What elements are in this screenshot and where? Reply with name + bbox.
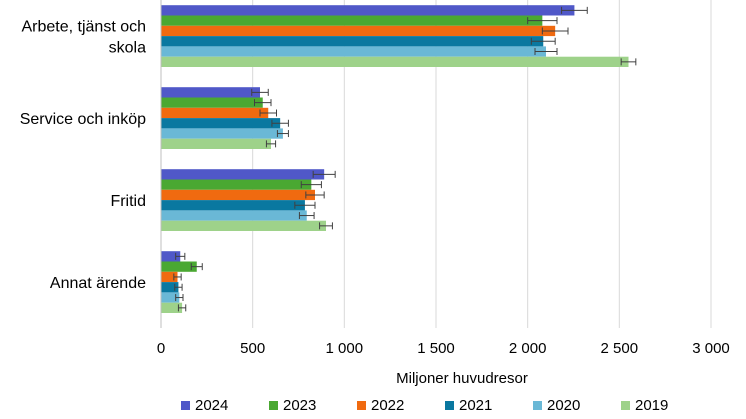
legend-swatch-2023: [269, 401, 278, 410]
bar-2020-cat-2: [161, 210, 307, 221]
category-label-1-line-0: Service och inköp: [20, 111, 146, 128]
legend-label-2022: 2022: [371, 397, 404, 414]
legend-swatch-2024: [181, 401, 190, 410]
bar-2020-cat-0: [161, 46, 546, 57]
category-label-2-line-0: Fritid: [110, 193, 146, 210]
legend: 2024 2023 2022 2021 2020 2019: [181, 397, 668, 414]
bar-2020-cat-3: [161, 292, 180, 303]
bar-2024-cat-3: [161, 251, 181, 262]
bar-2019-cat-0: [161, 56, 629, 67]
bar-2024-cat-0: [161, 5, 575, 16]
bar-2022-cat-1: [161, 107, 269, 119]
bar-2021-cat-3: [161, 282, 179, 293]
legend-swatch-2019: [621, 401, 630, 410]
bar-2022-cat-0: [161, 25, 556, 37]
legend-label-2021: 2021: [459, 397, 492, 414]
x-tick-label-3: 1 500: [417, 340, 455, 357]
legend-label-2020: 2020: [547, 397, 580, 414]
x-tick-label-6: 3 000: [692, 340, 730, 357]
bar-2023-cat-2: [161, 179, 312, 190]
bar-2021-cat-2: [161, 200, 305, 211]
x-tick-label-2: 1 000: [326, 340, 364, 357]
bar-2019-cat-3: [161, 302, 183, 313]
bar-area: [161, 5, 629, 313]
category-label-3-line-0: Annat ärende: [50, 275, 146, 292]
bar-2024-cat-2: [161, 169, 325, 180]
legend-label-2019: 2019: [635, 397, 668, 414]
category-labels: Arbete, tjänst och skola Service och inköp…: [20, 19, 146, 293]
legend-swatch-2021: [445, 401, 454, 410]
category-label-0-line-0: Arbete, tjänst och: [21, 19, 146, 36]
bar-2024-cat-1: [161, 87, 260, 98]
bar-2019-cat-2: [161, 220, 326, 231]
x-tick-label-4: 2 000: [509, 340, 547, 357]
bar-2022-cat-3: [161, 271, 178, 283]
bar-2023-cat-1: [161, 97, 263, 108]
category-label-0-line-1: skola: [109, 40, 146, 57]
bar-2021-cat-0: [161, 36, 544, 47]
x-tick-label-1: 500: [240, 340, 265, 357]
x-tick-labels: 0 500 1 000 1 500 2 000 2 500 3 000: [157, 340, 730, 357]
bar-2019-cat-1: [161, 138, 271, 149]
bar-2021-cat-1: [161, 118, 281, 129]
x-tick-label-0: 0: [157, 340, 165, 357]
legend-label-2024: 2024: [195, 397, 228, 414]
legend-label-2023: 2023: [283, 397, 316, 414]
x-tick-label-5: 2 500: [601, 340, 639, 357]
bar-2023-cat-0: [161, 15, 543, 26]
bar-2020-cat-1: [161, 128, 283, 139]
bar-2023-cat-3: [161, 261, 197, 272]
error-bars: [173, 6, 637, 312]
legend-swatch-2022: [357, 401, 366, 410]
x-axis-title: Miljoner huvudresor: [396, 370, 528, 387]
legend-swatch-2020: [533, 401, 542, 410]
bar-2022-cat-2: [161, 189, 315, 201]
